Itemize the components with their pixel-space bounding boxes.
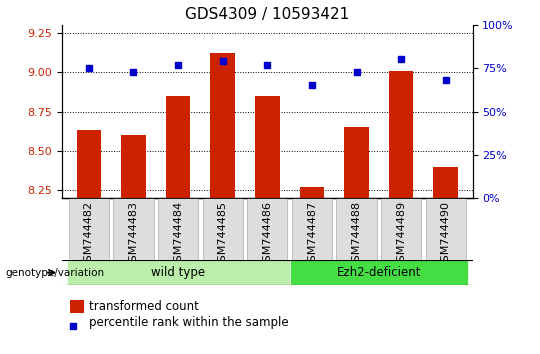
Point <box>397 57 406 62</box>
FancyBboxPatch shape <box>289 260 468 285</box>
Text: GSM744484: GSM744484 <box>173 201 183 269</box>
Bar <box>389 70 414 198</box>
Point <box>85 65 93 71</box>
Point <box>147 258 156 264</box>
FancyBboxPatch shape <box>247 198 287 260</box>
Point <box>263 62 272 68</box>
Text: GSM744489: GSM744489 <box>396 201 406 269</box>
Point <box>308 82 316 88</box>
Text: GSM744490: GSM744490 <box>441 201 451 269</box>
Bar <box>166 96 191 198</box>
FancyBboxPatch shape <box>158 198 198 260</box>
FancyBboxPatch shape <box>381 198 421 260</box>
FancyBboxPatch shape <box>292 198 332 260</box>
FancyBboxPatch shape <box>202 198 243 260</box>
Title: GDS4309 / 10593421: GDS4309 / 10593421 <box>185 7 349 22</box>
Text: GSM744483: GSM744483 <box>129 201 138 269</box>
FancyBboxPatch shape <box>426 198 466 260</box>
Bar <box>77 130 101 198</box>
Bar <box>345 127 369 198</box>
Bar <box>255 96 280 198</box>
Text: wild type: wild type <box>151 266 205 279</box>
Text: GSM744485: GSM744485 <box>218 201 228 269</box>
Text: GSM744488: GSM744488 <box>352 201 361 269</box>
Point <box>352 69 361 74</box>
Text: transformed count: transformed count <box>89 300 199 313</box>
Bar <box>300 187 324 198</box>
Text: genotype/variation: genotype/variation <box>5 268 105 278</box>
Bar <box>434 167 458 198</box>
Bar <box>121 135 146 198</box>
Point <box>218 58 227 64</box>
Bar <box>211 53 235 198</box>
FancyBboxPatch shape <box>69 198 109 260</box>
Text: percentile rank within the sample: percentile rank within the sample <box>89 316 289 329</box>
FancyBboxPatch shape <box>336 198 376 260</box>
FancyBboxPatch shape <box>113 198 153 260</box>
Text: GSM744486: GSM744486 <box>262 201 272 269</box>
Text: GSM744487: GSM744487 <box>307 201 317 269</box>
FancyBboxPatch shape <box>66 260 289 285</box>
Point <box>174 62 183 68</box>
Point <box>129 69 138 74</box>
Point <box>441 78 450 83</box>
Text: Ezh2-deficient: Ezh2-deficient <box>336 266 421 279</box>
Text: GSM744482: GSM744482 <box>84 201 94 269</box>
